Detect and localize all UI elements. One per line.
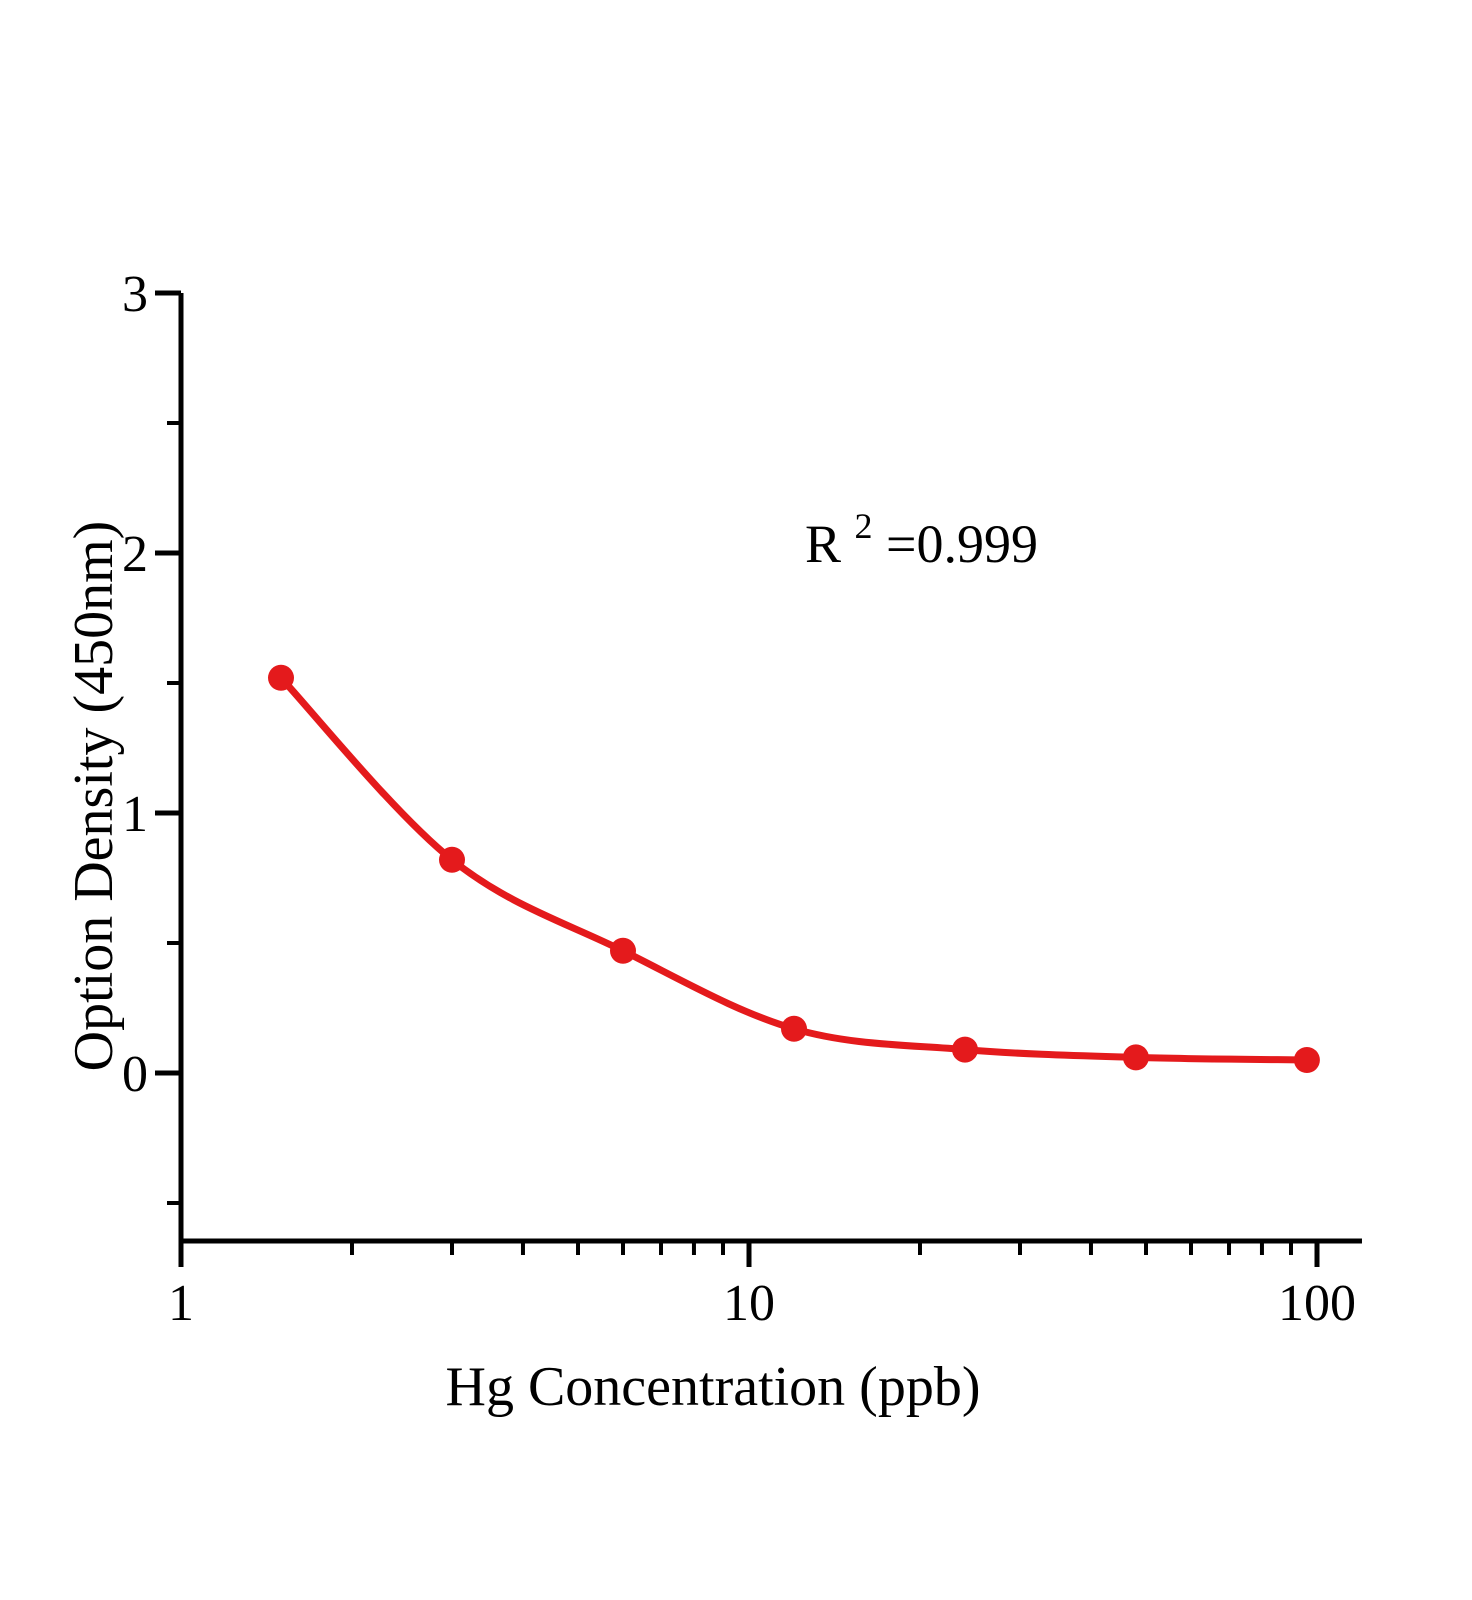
- data-point: [1293, 1047, 1320, 1073]
- y-tick-label: 1: [122, 786, 148, 843]
- axis-ticks: [155, 290, 1320, 1267]
- r-squared-annotation: R 2 =0.999: [805, 490, 1038, 574]
- data-point: [1122, 1044, 1149, 1071]
- y-tick-label: 0: [122, 1046, 148, 1103]
- x-axis-label: Hg Concentration (ppb): [446, 1356, 981, 1418]
- axes: [178, 293, 1362, 1244]
- y-axis-label: Option Density (450nm): [63, 521, 125, 1072]
- r-squared-base: R: [805, 514, 841, 574]
- data-point: [268, 664, 294, 691]
- y-tick-label: 2: [122, 526, 148, 583]
- x-tick-label: 10: [723, 1275, 775, 1332]
- r-squared-superscript: 2: [855, 506, 873, 546]
- r-squared-value: =0.999: [886, 514, 1038, 574]
- fit-curve: [277, 674, 1311, 1064]
- data-point: [781, 1015, 807, 1042]
- data-point: [610, 937, 636, 964]
- data-points: [268, 664, 1320, 1073]
- x-tick-label: 100: [1278, 1275, 1356, 1332]
- data-point: [439, 846, 465, 873]
- x-tick-label: 1: [168, 1275, 194, 1332]
- y-tick-label: 3: [122, 266, 148, 323]
- data-point: [952, 1036, 978, 1063]
